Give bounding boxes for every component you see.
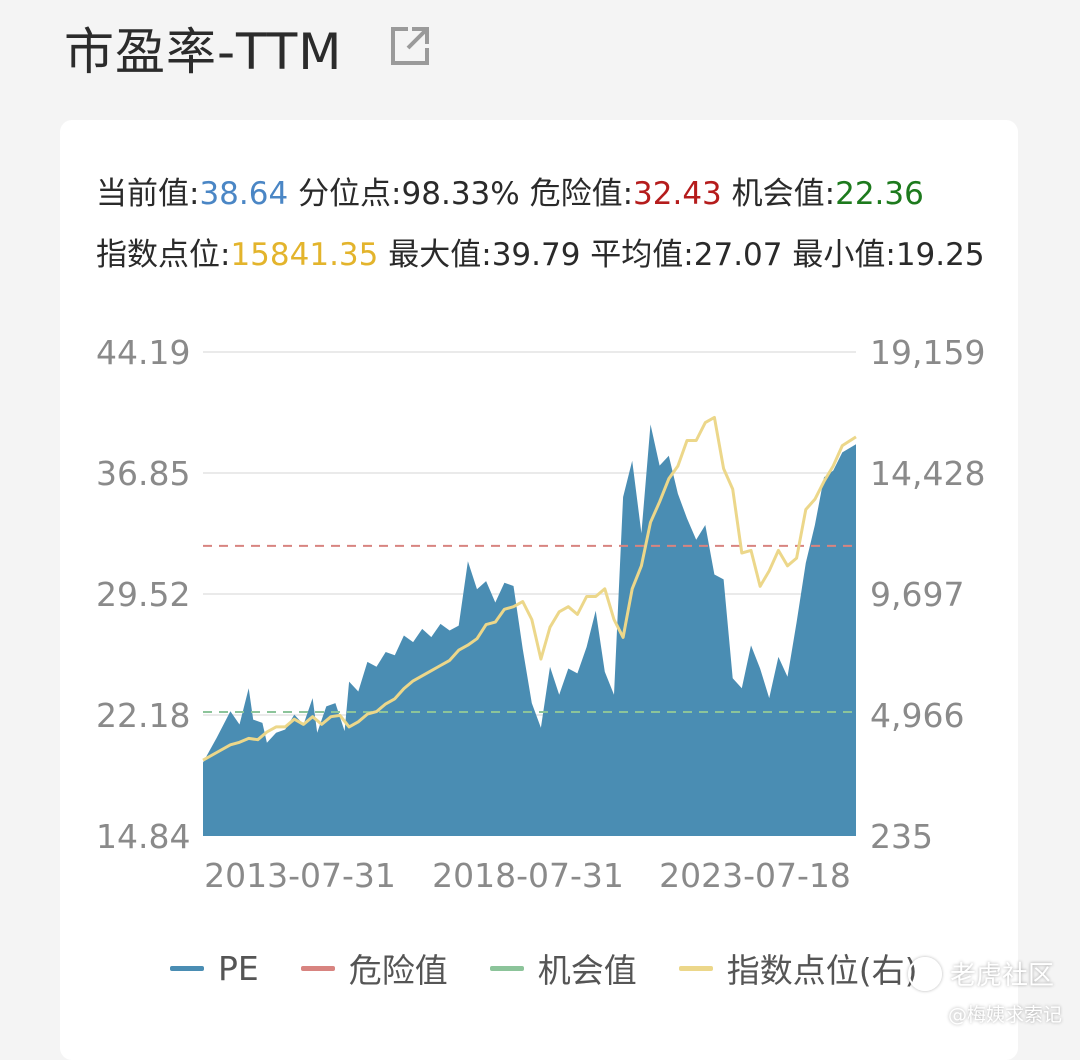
- watermark-brand: 老虎社区: [908, 955, 1054, 992]
- min-value: 19.25: [895, 237, 985, 273]
- min-label: 最小值:: [792, 237, 896, 273]
- pe-area: [203, 424, 856, 836]
- stats-row-2: 指数点位:15841.35 最大值:39.79 平均值:27.07 最小值:19…: [96, 229, 985, 274]
- opportunity-value: 22.36: [835, 176, 924, 212]
- watermark-brand-text: 老虎社区: [950, 961, 1055, 991]
- legend-index[interactable]: 指数点位(右): [678, 944, 918, 992]
- pe-chart: 44.19 36.85 29.52 22.18 14.84 19,159 14,428 9,6…: [96, 333, 985, 895]
- y-left-tick-label: 44.19: [96, 333, 190, 372]
- y-right-tick-label: 4,966: [870, 696, 964, 735]
- percentile-label: 分位点:: [298, 176, 402, 212]
- legend-danger-label: 危险值: [348, 951, 448, 990]
- legend-danger[interactable]: 危险值: [300, 944, 448, 992]
- legend-pe[interactable]: PE: [170, 949, 259, 988]
- watermark-user: @梅姨求索记: [948, 1004, 1063, 1026]
- page-title-text: 市盈率-TTM: [64, 23, 343, 81]
- avg-label: 平均值:: [590, 237, 694, 273]
- x-tick-label: 2013-07-31: [204, 856, 396, 895]
- stats-row-1: 当前值:38.64 分位点:98.33% 危险值:32.43 机会值:22.36: [96, 168, 924, 213]
- index-value: 15841.35: [230, 237, 379, 273]
- legend-opportunity-label: 机会值: [537, 951, 637, 990]
- opportunity-label: 机会值:: [731, 176, 836, 212]
- index-label: 指数点位:: [96, 237, 231, 273]
- chart-card: [60, 120, 1018, 1060]
- y-left-tick-label: 14.84: [96, 817, 190, 856]
- legend-index-label: 指数点位(右): [726, 951, 918, 990]
- y-right-tick-label: 235: [870, 817, 933, 856]
- y-right-tick-label: 9,697: [870, 575, 964, 614]
- danger-label: 危险值:: [529, 176, 634, 212]
- avg-value: 27.07: [693, 237, 783, 273]
- y-left-tick-label: 22.18: [96, 696, 190, 735]
- legend-opportunity[interactable]: 机会值: [489, 944, 637, 992]
- max-value: 39.79: [491, 237, 581, 273]
- legend-danger-swatch: [300, 965, 335, 971]
- danger-value: 32.43: [633, 176, 722, 212]
- legend-opportunity-swatch: [489, 965, 524, 971]
- legend-pe-label: PE: [218, 948, 259, 988]
- y-left-tick-label: 36.85: [96, 454, 190, 493]
- x-tick-label: 2018-07-31: [432, 856, 624, 895]
- external-link-icon[interactable]: [388, 24, 432, 72]
- y-left-tick-label: 29.52: [96, 575, 190, 614]
- tiger-logo-icon: [908, 956, 942, 991]
- current-label: 当前值:: [96, 176, 200, 212]
- chart-legend: PE 危险值 机会值 指数点位(右): [170, 944, 960, 992]
- x-tick-label: 2023-07-18: [659, 856, 851, 895]
- legend-index-swatch: [678, 965, 713, 971]
- y-right-tick-label: 14,428: [870, 454, 985, 493]
- percentile-value: 98.33%: [401, 176, 520, 212]
- y-right-tick-label: 19,159: [870, 333, 985, 372]
- page-title: 市盈率-TTM: [64, 12, 342, 84]
- current-value: 38.64: [199, 176, 289, 212]
- max-label: 最大值:: [388, 237, 492, 273]
- index-line: [202, 415, 857, 762]
- legend-pe-swatch: [170, 965, 204, 971]
